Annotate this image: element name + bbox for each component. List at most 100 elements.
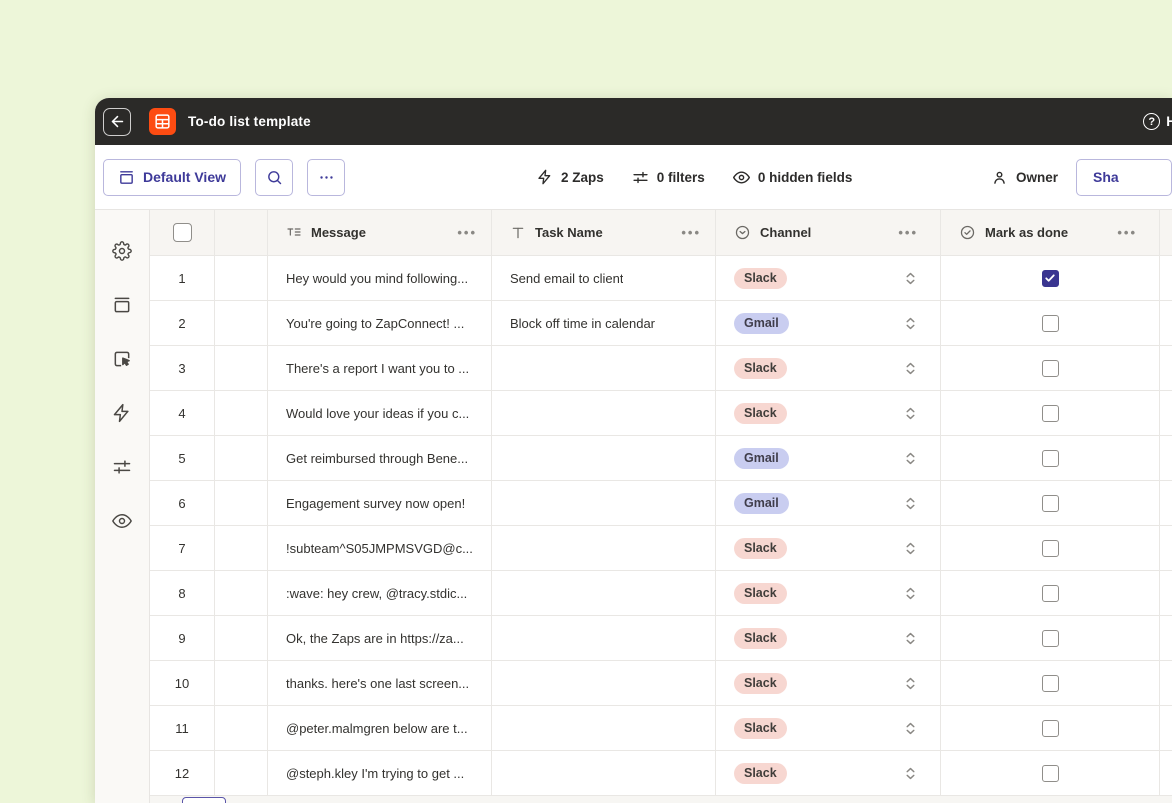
task-name-cell[interactable] xyxy=(492,481,716,525)
mark-as-done-cell[interactable] xyxy=(941,571,1160,615)
hidden-fields-stat[interactable]: 0 hidden fields xyxy=(732,169,852,186)
channel-cell[interactable]: Gmail xyxy=(716,301,941,345)
channel-cell[interactable]: Slack xyxy=(716,526,941,570)
table-row[interactable]: 1 Hey would you mind following... Send e… xyxy=(150,256,1172,301)
message-cell[interactable]: You're going to ZapConnect! ... xyxy=(268,301,492,345)
table-row[interactable]: 11 @peter.malmgren below are t... Slack xyxy=(150,706,1172,751)
column-header-task-name[interactable]: Task Name ••• xyxy=(492,210,716,255)
column-menu-icon[interactable]: ••• xyxy=(457,225,477,240)
eye-sidebar-icon[interactable] xyxy=(112,511,132,531)
mark-as-done-cell[interactable] xyxy=(941,616,1160,660)
done-checkbox[interactable] xyxy=(1041,764,1059,782)
mark-as-done-cell[interactable] xyxy=(941,391,1160,435)
help-group[interactable]: ? H xyxy=(1143,113,1172,130)
chevron-updown-icon[interactable] xyxy=(903,541,918,556)
interfaces-icon[interactable] xyxy=(112,349,132,369)
table-row[interactable]: 10 thanks. here's one last screen... Sla… xyxy=(150,661,1172,706)
mark-as-done-cell[interactable] xyxy=(941,256,1160,300)
table-row[interactable]: 5 Get reimbursed through Bene... Gmail xyxy=(150,436,1172,481)
column-header-channel[interactable]: Channel ••• xyxy=(716,210,941,255)
more-options-button[interactable] xyxy=(307,158,345,196)
message-cell[interactable]: Ok, the Zaps are in https://za... xyxy=(268,616,492,660)
done-checkbox[interactable] xyxy=(1041,494,1059,512)
task-name-cell[interactable] xyxy=(492,706,716,750)
table-row[interactable]: 4 Would love your ideas if you c... Slac… xyxy=(150,391,1172,436)
chevron-updown-icon[interactable] xyxy=(903,451,918,466)
message-cell[interactable]: :wave: hey crew, @tracy.stdic... xyxy=(268,571,492,615)
views-icon[interactable] xyxy=(112,295,132,315)
channel-cell[interactable]: Slack xyxy=(716,751,941,795)
mark-as-done-cell[interactable] xyxy=(941,301,1160,345)
chevron-updown-icon[interactable] xyxy=(903,271,918,286)
done-checkbox[interactable] xyxy=(1041,539,1059,557)
chevron-updown-icon[interactable] xyxy=(903,631,918,646)
message-cell[interactable]: thanks. here's one last screen... xyxy=(268,661,492,705)
task-name-cell[interactable] xyxy=(492,571,716,615)
column-menu-icon[interactable]: ••• xyxy=(1117,225,1137,240)
task-name-cell[interactable]: Block off time in calendar xyxy=(492,301,716,345)
task-name-cell[interactable]: Send email to client xyxy=(492,256,716,300)
message-cell[interactable]: Hey would you mind following... xyxy=(268,256,492,300)
message-cell[interactable]: Get reimbursed through Bene... xyxy=(268,436,492,480)
table-row[interactable]: 3 There's a report I want you to ... Sla… xyxy=(150,346,1172,391)
done-checkbox[interactable] xyxy=(1041,449,1059,467)
channel-cell[interactable]: Slack xyxy=(716,571,941,615)
back-button[interactable] xyxy=(103,107,131,136)
mark-as-done-cell[interactable] xyxy=(941,346,1160,390)
task-name-cell[interactable] xyxy=(492,436,716,480)
channel-cell[interactable]: Slack xyxy=(716,391,941,435)
message-cell[interactable]: There's a report I want you to ... xyxy=(268,346,492,390)
channel-cell[interactable]: Slack xyxy=(716,706,941,750)
mark-as-done-cell[interactable] xyxy=(941,706,1160,750)
task-name-cell[interactable] xyxy=(492,751,716,795)
channel-cell[interactable]: Slack xyxy=(716,256,941,300)
task-name-cell[interactable] xyxy=(492,661,716,705)
filters-stat[interactable]: 0 filters xyxy=(632,169,705,186)
done-checkbox[interactable] xyxy=(1041,674,1059,692)
chevron-updown-icon[interactable] xyxy=(903,766,918,781)
owner-control[interactable]: Owner xyxy=(991,169,1058,186)
mark-as-done-cell[interactable] xyxy=(941,481,1160,525)
chevron-updown-icon[interactable] xyxy=(903,361,918,376)
settings-gear-icon[interactable] xyxy=(112,241,132,261)
done-checkbox[interactable] xyxy=(1041,584,1059,602)
chevron-updown-icon[interactable] xyxy=(903,496,918,511)
task-name-cell[interactable] xyxy=(492,526,716,570)
mark-as-done-cell[interactable] xyxy=(941,526,1160,570)
mark-as-done-cell[interactable] xyxy=(941,436,1160,480)
table-row[interactable]: 6 Engagement survey now open! Gmail xyxy=(150,481,1172,526)
message-cell[interactable]: !subteam^S05JMPMSVGD@c... xyxy=(268,526,492,570)
message-cell[interactable]: @peter.malmgren below are t... xyxy=(268,706,492,750)
done-checkbox[interactable] xyxy=(1041,629,1059,647)
search-button[interactable] xyxy=(255,158,293,196)
column-header-message[interactable]: Message ••• xyxy=(268,210,492,255)
filters-sidebar-icon[interactable] xyxy=(112,457,132,477)
chevron-updown-icon[interactable] xyxy=(903,721,918,736)
table-row[interactable]: 9 Ok, the Zaps are in https://za... Slac… xyxy=(150,616,1172,661)
task-name-cell[interactable] xyxy=(492,346,716,390)
add-row-button-partial[interactable] xyxy=(182,797,226,803)
channel-cell[interactable]: Gmail xyxy=(716,436,941,480)
message-cell[interactable]: Would love your ideas if you c... xyxy=(268,391,492,435)
zaps-icon[interactable] xyxy=(112,403,132,423)
channel-cell[interactable]: Slack xyxy=(716,616,941,660)
table-row[interactable]: 8 :wave: hey crew, @tracy.stdic... Slack xyxy=(150,571,1172,616)
chevron-updown-icon[interactable] xyxy=(903,676,918,691)
done-checkbox[interactable] xyxy=(1041,404,1059,422)
column-header-mark-as-done[interactable]: Mark as done ••• xyxy=(941,210,1160,255)
message-cell[interactable]: @steph.kley I'm trying to get ... xyxy=(268,751,492,795)
column-menu-icon[interactable]: ••• xyxy=(898,225,918,240)
task-name-cell[interactable] xyxy=(492,391,716,435)
table-row[interactable]: 7 !subteam^S05JMPMSVGD@c... Slack xyxy=(150,526,1172,571)
done-checkbox[interactable] xyxy=(1041,269,1059,287)
chevron-updown-icon[interactable] xyxy=(903,316,918,331)
select-all-checkbox[interactable] xyxy=(172,223,192,242)
table-row[interactable]: 12 @steph.kley I'm trying to get ... Sla… xyxy=(150,751,1172,796)
done-checkbox[interactable] xyxy=(1041,359,1059,377)
task-name-cell[interactable] xyxy=(492,616,716,660)
share-button[interactable]: Sha xyxy=(1076,158,1172,196)
mark-as-done-cell[interactable] xyxy=(941,661,1160,705)
message-cell[interactable]: Engagement survey now open! xyxy=(268,481,492,525)
mark-as-done-cell[interactable] xyxy=(941,751,1160,795)
zaps-stat[interactable]: 2 Zaps xyxy=(537,169,604,185)
